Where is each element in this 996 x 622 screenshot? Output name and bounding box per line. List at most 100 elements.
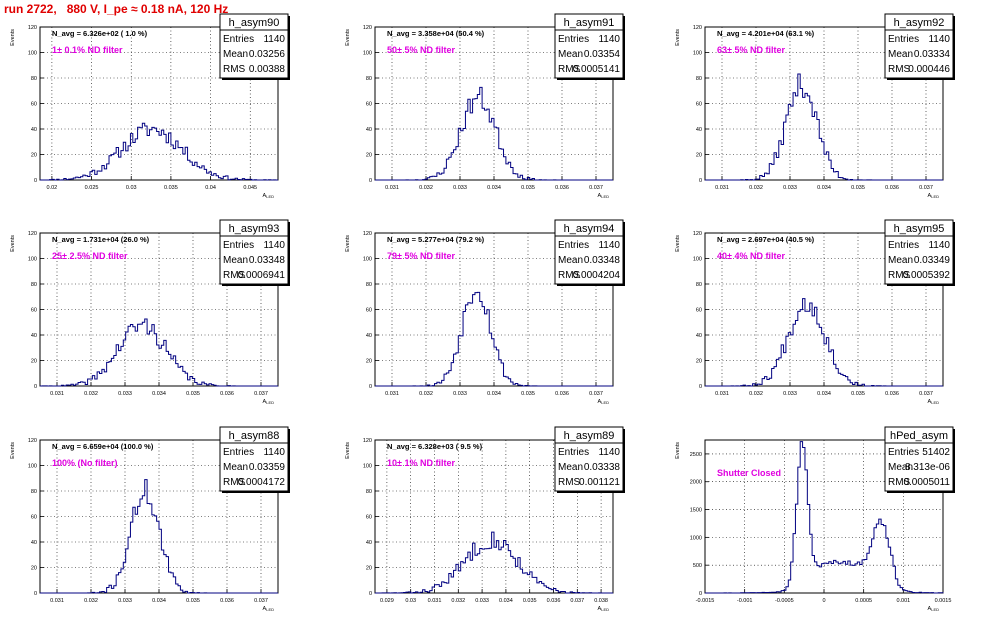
x-tick-label: 0.031 — [50, 598, 64, 604]
stats-value: 0.03359 — [249, 462, 286, 473]
y-tick-label: 120 — [363, 25, 372, 31]
stats-label: Entries — [223, 447, 254, 458]
x-tick-label: 0.037 — [570, 598, 584, 604]
y-axis-label: Events — [10, 442, 16, 459]
y-tick-label: 20 — [31, 153, 37, 159]
x-tick-label: 0.001 — [896, 598, 910, 604]
stats-label: Entries — [223, 34, 254, 45]
x-tick-label: 0.031 — [715, 391, 729, 397]
x-tick-label: 0.035 — [186, 391, 200, 397]
x-axis-label-subscript: LED — [931, 607, 939, 612]
y-tick-label: 40 — [31, 333, 37, 339]
y-tick-label: 60 — [366, 515, 372, 521]
x-axis-label: ALED — [263, 193, 275, 199]
y-axis-label: Events — [10, 29, 16, 46]
histogram-line — [375, 531, 613, 594]
stats-value: 1140 — [928, 240, 950, 251]
y-tick-label: 120 — [28, 438, 37, 444]
navg-label: N_avg = 4.201e+04 (63.1 %) — [717, 29, 815, 38]
y-tick-label: 80 — [366, 489, 372, 495]
stats-value: 0.0004172 — [238, 477, 286, 488]
y-tick-label: 40 — [366, 540, 372, 546]
stats-label: Mean — [888, 462, 913, 473]
y-tick-label: 100 — [28, 257, 37, 263]
x-tick-label: 0.035 — [186, 598, 200, 604]
y-tick-label: 20 — [31, 359, 37, 365]
stats-value: 0.00388 — [249, 64, 286, 75]
y-tick-label: 0 — [34, 591, 37, 597]
histogram-panel-h_asym88: 0.031 0.032 0.033 0.034 0.035 0.036 0.037 0 20 40… — [10, 426, 290, 612]
histogram-line — [375, 291, 613, 387]
y-tick-label: 120 — [693, 231, 702, 237]
x-tick-label: 0.033 — [453, 391, 467, 397]
x-tick-label: 0.037 — [254, 391, 268, 397]
filter-label: 63± 5% ND filter — [717, 45, 785, 55]
histogram-name: h_asym89 — [564, 430, 615, 442]
y-tick-label: 120 — [693, 25, 702, 31]
histogram-line — [40, 318, 278, 387]
filter-label: Shutter Closed — [717, 468, 781, 478]
x-tick-label: 0.033 — [453, 185, 467, 191]
x-tick-label: 0.03 — [126, 185, 137, 191]
x-tick-label: 0.036 — [220, 598, 234, 604]
x-tick-label: 0.036 — [220, 391, 234, 397]
stats-value: 1140 — [928, 34, 950, 45]
stats-label: Entries — [558, 34, 589, 45]
histogram-panel-h_asym91: 0.031 0.032 0.033 0.034 0.035 0.036 0.037 0 20 40… — [345, 13, 625, 199]
histogram-panel-h_asym95: 0.031 0.032 0.033 0.034 0.035 0.036 0.037 0 20 40… — [675, 219, 955, 405]
stats-label: RMS — [558, 477, 581, 488]
stats-box — [219, 219, 289, 285]
y-tick-label: 20 — [31, 566, 37, 572]
stats-label: Mean — [558, 462, 583, 473]
stats-value: 1140 — [263, 447, 285, 458]
histogram-panel-h_asym89: 0.029 0.03 0.031 0.032 0.033 0.034 0.035 0.036 0… — [345, 426, 625, 612]
stats-label: RMS — [888, 477, 911, 488]
stats-label: Mean — [223, 462, 248, 473]
filter-label: 79± 5% ND filter — [387, 251, 455, 261]
y-tick-label: 120 — [363, 231, 372, 237]
stats-label: Mean — [558, 49, 583, 60]
stats-label: RMS — [558, 64, 581, 75]
x-tick-label: 0.036 — [547, 598, 561, 604]
y-axis-label: Events — [345, 442, 351, 459]
stats-value: 0.03348 — [584, 255, 621, 266]
y-tick-label: 60 — [366, 102, 372, 108]
y-tick-label: 1500 — [690, 508, 702, 514]
histogram-line — [705, 441, 944, 594]
filter-label: 25± 2.5% ND filter — [52, 251, 128, 261]
x-tick-label: 0.031 — [385, 185, 399, 191]
histogram-name: h_asym90 — [229, 17, 280, 29]
y-tick-label: 40 — [366, 127, 372, 133]
stats-value: 0.0006941 — [238, 270, 286, 281]
y-tick-label: 500 — [693, 563, 702, 569]
navg-label: N_avg = 2.697e+04 (40.5 %) — [717, 235, 815, 244]
stats-box — [884, 219, 954, 285]
x-axis-label: ALED — [263, 399, 275, 405]
y-tick-label: 0 — [34, 178, 37, 184]
y-axis-label: Events — [675, 29, 681, 46]
x-tick-label: 0.033 — [475, 598, 489, 604]
x-tick-label: 0.0005 — [855, 598, 872, 604]
x-tick-label: 0.045 — [243, 185, 257, 191]
x-tick-label: 0.036 — [555, 185, 569, 191]
navg-label: N_avg = 1.731e+04 (26.0 %) — [52, 235, 150, 244]
stats-value: 0.03354 — [584, 49, 621, 60]
stats-value: 8.313e-06 — [905, 462, 950, 473]
y-tick-label: 80 — [696, 282, 702, 288]
histogram-line — [40, 479, 278, 594]
y-tick-label: 80 — [696, 76, 702, 82]
x-tick-label: 0.031 — [428, 598, 442, 604]
stats-label: Mean — [888, 49, 913, 60]
stats-label: RMS — [223, 477, 246, 488]
y-tick-label: 60 — [31, 308, 37, 314]
x-tick-label: 0.0015 — [935, 598, 952, 604]
x-tick-label: 0.032 — [419, 185, 433, 191]
x-tick-label: 0.031 — [715, 185, 729, 191]
stats-label: Mean — [888, 255, 913, 266]
x-tick-label: 0.02 — [47, 185, 58, 191]
x-tick-label: 0.034 — [499, 598, 513, 604]
y-tick-label: 60 — [31, 102, 37, 108]
x-tick-label: 0.025 — [85, 185, 99, 191]
y-tick-label: 40 — [696, 333, 702, 339]
